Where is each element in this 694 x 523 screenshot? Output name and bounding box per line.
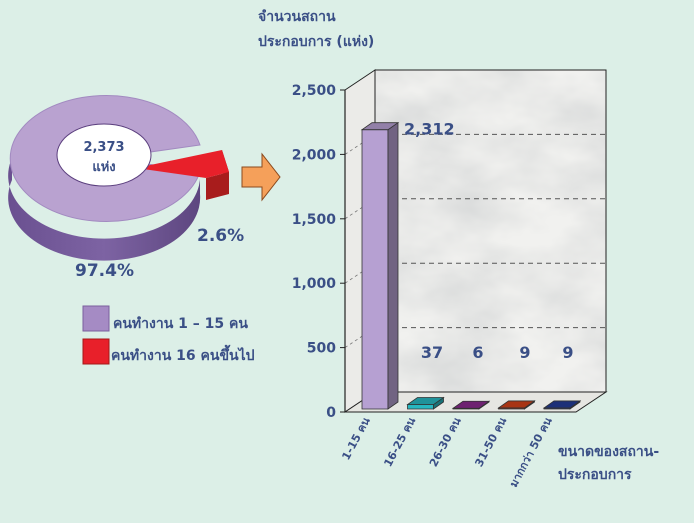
y-tick-label: 500 [307,341,336,357]
bar-top [497,400,536,409]
chart-back-wall-texture [375,70,606,392]
pie-chart: 2,373 แห่ง 97.4% 2.6% [8,95,244,281]
pie-legend: คนทำงาน 1 – 15 คน คนทำงาน 16 คนขึ้นไป [82,305,255,365]
bar [542,400,582,410]
bar-top [406,397,445,405]
legend-swatch-1 [82,305,110,332]
value-label: 9 [562,343,573,362]
y-tick-label: 2,500 [292,83,337,99]
y-tick-label: 1,500 [292,212,337,228]
arrow-icon [241,152,281,202]
pie-slice-2-side-bottom [206,172,229,200]
x-tick-label: 26-30 คน [427,415,464,469]
bar-front [407,404,434,410]
x-axis-title-line1: ขนาดของสถาน- [558,444,659,460]
pie-center-unit: แห่ง [92,160,115,175]
x-axis-title-line2: ประกอบการ [558,467,632,483]
value-labels: 2,312 37 6 9 9 [404,120,574,362]
bar [360,121,400,410]
x-tick-label: 31-50 คน [472,415,509,469]
pie-label-small: 2.6% [197,226,244,246]
x-tick-label: 1-15 คน [339,415,372,462]
gridlines [344,133,606,348]
legend-swatch-2 [82,338,110,365]
bar-side [387,121,399,410]
y-tick-label: 1,000 [292,276,337,292]
pie-center-ellipse [56,123,152,187]
y-axis-title-line2: ประกอบการ (แห่ง) [258,34,374,50]
value-label: 6 [472,343,483,362]
pie-label-large: 97.4% [75,261,134,281]
bar [451,400,491,410]
x-tick-label: มากกว่า 50 คน [507,415,555,489]
bar-top [451,400,491,409]
bar [497,400,536,410]
value-label: 37 [421,343,443,362]
bar [406,396,445,410]
y-tick-label: 0 [326,405,336,421]
bar-front [361,129,389,410]
bar-chart: จำนวนสถาน ประกอบการ (แห่ง) 0 500 1,000 1,50… [258,9,659,489]
value-label: 9 [519,343,530,362]
x-tick-label: 16-25 คน [381,415,418,469]
legend-label-2: คนทำงาน 16 คนขึ้นไป [111,344,255,364]
bar-top [360,122,400,131]
value-label: 2,312 [404,120,455,139]
legend-label-1: คนทำงาน 1 – 15 คน [113,316,248,332]
bars [360,121,582,410]
bar-top [542,400,582,409]
pie-slice-2 [136,150,229,178]
pie-center-value: 2,373 [83,140,124,155]
pie-slice-1-side [8,158,201,261]
y-axis-title-line1: จำนวนสถาน [258,9,336,25]
y-axis-ticks: 0 500 1,000 1,500 2,000 2,500 [292,83,345,421]
y-tick-label: 2,000 [292,147,337,163]
